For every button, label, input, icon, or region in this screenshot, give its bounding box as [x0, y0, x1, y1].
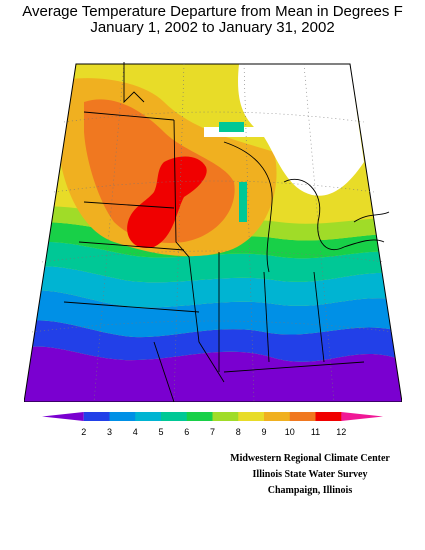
- legend-tick-label: 8: [236, 427, 241, 437]
- credit-mrcc: Midwestern Regional Climate Center: [230, 453, 390, 464]
- legend-swatch: [135, 412, 162, 421]
- legend-tick-label: 12: [336, 427, 346, 437]
- legend-tick-label: 2: [81, 427, 86, 437]
- legend-tick-label: 4: [133, 427, 138, 437]
- credit-isws: Illinois State Water Survey: [252, 469, 368, 480]
- legend-swatch: [264, 412, 291, 421]
- legend-swatch: [161, 412, 188, 421]
- color-scale-legend: 2 3 4 5 6 7 8 9 10 11 12: [42, 412, 383, 437]
- map-title: Average Temperature Departure from Mean …: [22, 3, 403, 20]
- legend-swatch: [315, 412, 342, 421]
- legend-swatch: [83, 412, 110, 421]
- map-date-range: January 1, 2002 to January 31, 2002: [90, 19, 335, 36]
- legend-swatch: [341, 412, 383, 421]
- legend-tick-label: 11: [311, 427, 320, 437]
- legend-tick-label: 10: [285, 427, 295, 437]
- legend-tick-label: 5: [158, 427, 163, 437]
- legend-swatch: [186, 412, 213, 421]
- legend-swatch: [289, 412, 316, 421]
- legend-swatch: [212, 412, 239, 421]
- legend-tick-label: 9: [261, 427, 266, 437]
- legend-tick-label: 3: [107, 427, 112, 437]
- temperature-departure-map: [24, 62, 402, 402]
- legend-tick-label: 7: [210, 427, 215, 437]
- legend-swatch: [42, 412, 84, 421]
- legend-swatch: [109, 412, 136, 421]
- legend-tick-label: 6: [184, 427, 189, 437]
- credit-location: Champaign, Illinois: [267, 485, 353, 496]
- legend-swatch: [238, 412, 265, 421]
